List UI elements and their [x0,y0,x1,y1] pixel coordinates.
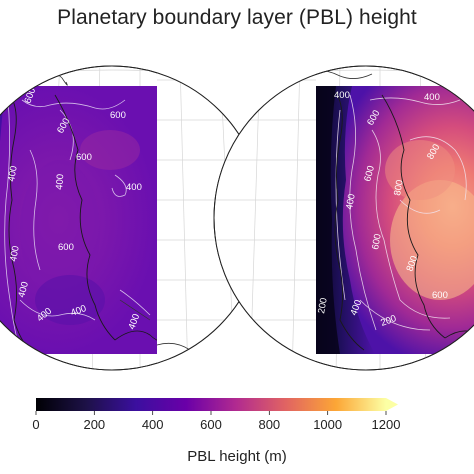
contour-label: 200 [379,313,398,329]
right-border [381,94,446,339]
contour-label: 400 [334,90,350,101]
contour-label: 600 [432,290,448,301]
colorbar-label: PBL height (m) [187,448,287,465]
contour-label: 400 [126,312,142,331]
colorbar-bar [36,398,386,411]
contour-label: 600 [362,165,377,183]
contour-label: 600 [110,110,126,121]
contour-label: 400 [69,303,88,319]
right-contours [335,94,467,331]
contour-label: 400 [344,193,358,211]
colorbar-tick-label: 400 [142,417,164,432]
maps-area: 600 600 600 400 400 400 600 400 400 600 … [0,65,474,371]
contour-label: 600 [370,233,384,251]
contour-label: 400 [16,281,31,299]
right-map-panel: 400 400 600 800 600 800 400 600 800 600 … [213,65,474,371]
colorbar-tick-label: 600 [200,417,222,432]
colorbar-tick-label: 1200 [372,417,401,432]
contour-label: 600 [58,242,74,253]
colorbar-tick-label: 1000 [313,417,342,432]
right-coastline [334,91,365,351]
contour-label: 400 [8,245,22,263]
contour-label: 800 [392,179,406,197]
contour-label: 400 [424,92,440,103]
contour-label: 600 [76,152,92,163]
colorbar-tick-label: 200 [83,417,105,432]
colorbar: 0 200 400 600 800 1000 1200 [32,398,400,432]
contour-label: 400 [348,298,364,317]
contour-label: 400 [54,174,66,191]
contour-label: 800 [404,254,420,273]
contour-label: 400 [126,182,142,193]
contour-label: 200 [316,297,330,315]
colorbar-ticks: 0 200 400 600 800 1000 1200 [32,411,400,432]
figure-title: Planetary boundary layer (PBL) height [57,6,417,29]
contour-label: 400 [6,165,20,183]
left-coastline [8,94,31,351]
left-border [54,94,116,341]
colorbar-tick-label: 0 [32,417,39,432]
colorbar-extend-arrow [386,398,398,411]
left-contours [4,99,151,351]
colorbar-tick-label: 800 [258,417,280,432]
